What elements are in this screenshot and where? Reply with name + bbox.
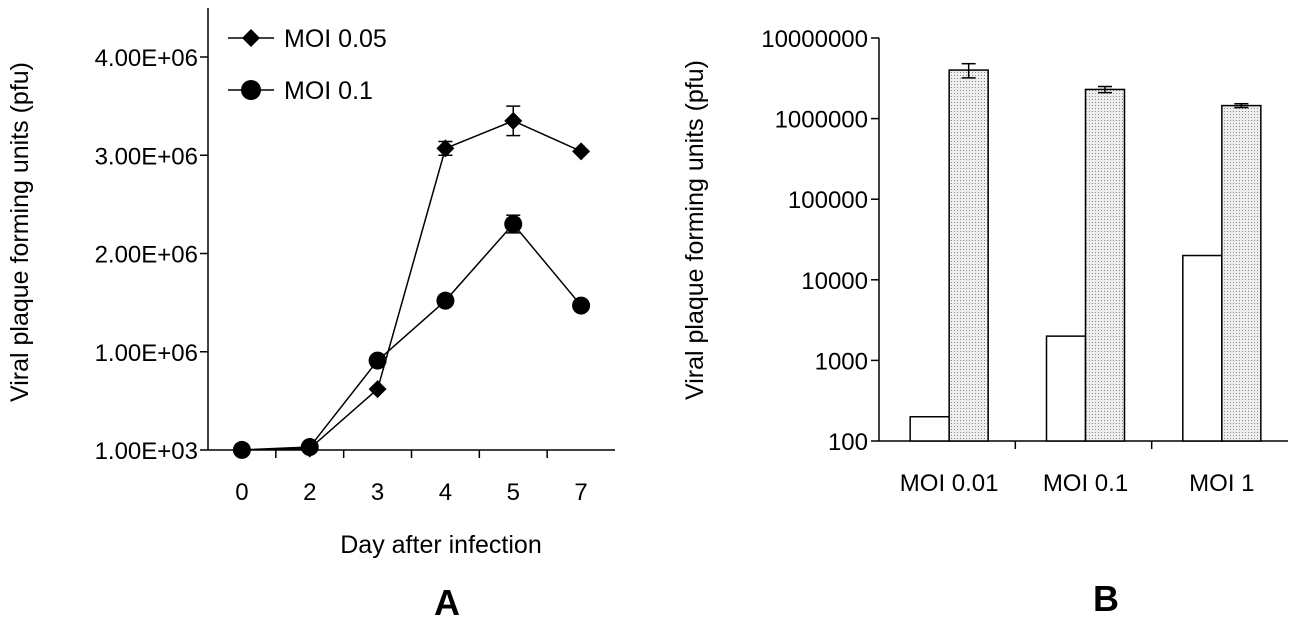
legend-item-moi-0-05: MOI 0.05 bbox=[228, 25, 387, 53]
panel-a-y-axis-title: Viral plaque forming units (pfu) bbox=[6, 62, 34, 402]
bar-1 bbox=[1045, 335, 1087, 442]
panel-b-y-tick-label: 100000 bbox=[788, 187, 868, 214]
bar-2 bbox=[1221, 104, 1262, 442]
data-point-diamond bbox=[368, 380, 387, 399]
panel-a-line-chart: 1.00E+03 1.00E+06 2.00E+06 3.00E+06 4.00E+06… bbox=[6, 8, 615, 621]
data-point-diamond bbox=[436, 139, 455, 158]
data-point-circle bbox=[572, 296, 591, 315]
panel-a-x-tick-label: 4 bbox=[439, 479, 452, 506]
bar-2 bbox=[948, 69, 989, 442]
legend-circle-marker bbox=[241, 80, 261, 100]
panel-a-legend: MOI 0.05 MOI 0.1 bbox=[228, 25, 387, 105]
legend-label-moi-0-05: MOI 0.05 bbox=[284, 25, 387, 53]
data-point-diamond bbox=[572, 142, 591, 161]
panel-b-y-tick-labels: 100 1000 10000 100000 1000000 10000000 bbox=[761, 26, 879, 456]
series-line bbox=[241, 222, 582, 451]
panel-a-series bbox=[232, 105, 591, 459]
panel-b-y-axis-title: Viral plaque forming units (pfu) bbox=[681, 60, 709, 400]
series-line bbox=[241, 120, 582, 451]
legend-item-moi-0-1: MOI 0.1 bbox=[228, 77, 373, 105]
bar-2 bbox=[1084, 88, 1126, 442]
panel-b-y-tick-label: 10000 bbox=[801, 268, 868, 295]
panel-b-y-tick-label: 1000000 bbox=[775, 107, 868, 134]
panel-a-y-tick-labels: 1.00E+03 1.00E+06 2.00E+06 3.00E+06 4.00E+06 bbox=[95, 45, 208, 465]
legend-label-moi-0-1: MOI 0.1 bbox=[284, 77, 373, 105]
panel-b-x-tick-label: MOI 1 bbox=[1189, 470, 1254, 497]
panel-b-bars bbox=[909, 62, 1262, 442]
panel-a-series-2 bbox=[232, 214, 591, 459]
panel-b-label: B bbox=[1093, 578, 1119, 619]
data-point-circle bbox=[232, 440, 251, 459]
panel-a-label: A bbox=[434, 582, 460, 621]
panel-b-y-tick-label: 100 bbox=[828, 429, 868, 456]
panel-b-y-tick-label: 1000 bbox=[815, 348, 868, 375]
panel-b-x-tick-label: MOI 0.1 bbox=[1043, 470, 1128, 497]
panel-b-y-tick-label: 10000000 bbox=[761, 26, 868, 53]
panel-a-y-tick-label: 4.00E+06 bbox=[95, 45, 198, 72]
panel-a-y-tick-label: 1.00E+03 bbox=[95, 438, 198, 465]
bar-1 bbox=[909, 415, 950, 442]
data-point-circle bbox=[504, 215, 523, 234]
bar-1 bbox=[1182, 254, 1223, 442]
panel-b-x-tick-labels: MOI 0.01 MOI 0.1 MOI 1 bbox=[900, 441, 1255, 497]
data-point-circle bbox=[436, 291, 455, 310]
panel-a-y-tick-label: 1.00E+06 bbox=[95, 340, 198, 367]
panel-a-y-tick-label: 3.00E+06 bbox=[95, 143, 198, 170]
data-point-circle bbox=[368, 351, 387, 370]
panel-a-x-tick-label: 5 bbox=[507, 479, 520, 506]
panel-a-y-tick-label: 2.00E+06 bbox=[95, 242, 198, 269]
panel-a-x-axis-title: Day after infection bbox=[340, 531, 542, 559]
data-point-diamond bbox=[504, 111, 523, 130]
panel-a-series-1 bbox=[232, 105, 591, 459]
panel-b-bar-chart: 100 1000 10000 100000 1000000 10000000 MOI 0.… bbox=[681, 26, 1288, 619]
panel-b-x-tick-label: MOI 0.01 bbox=[900, 470, 999, 497]
legend-diamond-marker bbox=[242, 29, 260, 47]
panel-a-x-tick-label: 3 bbox=[371, 479, 384, 506]
data-point-circle bbox=[300, 438, 319, 457]
panel-a-x-tick-label: 0 bbox=[235, 479, 248, 506]
panel-a-x-tick-labels: 0 2 3 4 5 7 bbox=[235, 450, 588, 506]
panel-a-x-tick-label: 2 bbox=[303, 479, 316, 506]
panel-a-x-tick-label: 7 bbox=[574, 479, 587, 506]
